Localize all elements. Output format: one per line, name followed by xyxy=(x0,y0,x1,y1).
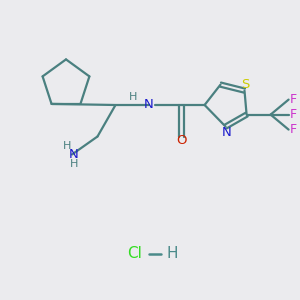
Text: N: N xyxy=(144,98,153,112)
Text: H: H xyxy=(167,246,178,261)
Text: S: S xyxy=(241,78,249,91)
Text: N: N xyxy=(221,126,231,139)
Text: H: H xyxy=(62,141,71,151)
Text: O: O xyxy=(176,134,187,148)
Text: Cl: Cl xyxy=(128,246,142,261)
Text: F: F xyxy=(290,108,297,121)
Text: F: F xyxy=(290,123,297,136)
Text: H: H xyxy=(129,92,138,102)
Text: N: N xyxy=(69,148,78,161)
Text: F: F xyxy=(290,93,297,106)
Text: H: H xyxy=(70,159,79,169)
